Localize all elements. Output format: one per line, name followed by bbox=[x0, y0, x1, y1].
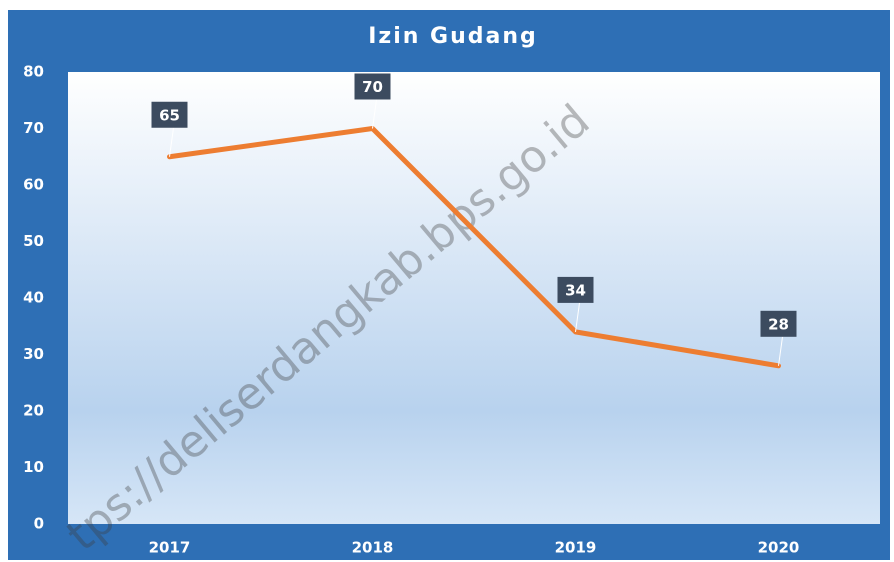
y-tick-label: 0 bbox=[34, 515, 44, 533]
data-label-text: 34 bbox=[565, 281, 586, 299]
y-tick-label: 80 bbox=[23, 63, 44, 81]
data-line bbox=[167, 126, 781, 369]
data-label-box bbox=[151, 101, 188, 128]
y-tick-label: 40 bbox=[23, 289, 44, 307]
data-label: 70 bbox=[354, 73, 391, 129]
leader-line bbox=[575, 302, 580, 332]
leader-line bbox=[372, 99, 377, 129]
y-tick-label: 70 bbox=[23, 119, 44, 137]
y-tick-label: 30 bbox=[23, 345, 44, 363]
data-label-text: 28 bbox=[768, 315, 789, 333]
data-label: 34 bbox=[557, 276, 594, 332]
x-tick-label: 2020 bbox=[758, 539, 800, 557]
x-tick-label: 2018 bbox=[352, 539, 394, 557]
y-tick-label: 50 bbox=[23, 232, 44, 250]
y-tick-label: 60 bbox=[23, 176, 44, 194]
plot-area bbox=[68, 72, 880, 524]
leader-line bbox=[169, 127, 174, 157]
chart-title: Izin Gudang bbox=[368, 24, 538, 49]
x-tick-label: 2017 bbox=[149, 539, 191, 557]
data-label-box bbox=[760, 310, 797, 337]
data-label-text: 65 bbox=[159, 106, 180, 124]
data-label: 65 bbox=[151, 101, 188, 157]
leader-line bbox=[778, 336, 783, 366]
y-tick-label: 20 bbox=[23, 402, 44, 420]
data-label-text: 70 bbox=[362, 78, 383, 96]
data-label-box bbox=[354, 73, 391, 100]
data-label: 28 bbox=[760, 310, 797, 366]
y-tick-label: 10 bbox=[23, 458, 44, 476]
data-label-box bbox=[557, 276, 594, 303]
x-tick-label: 2019 bbox=[555, 539, 597, 557]
